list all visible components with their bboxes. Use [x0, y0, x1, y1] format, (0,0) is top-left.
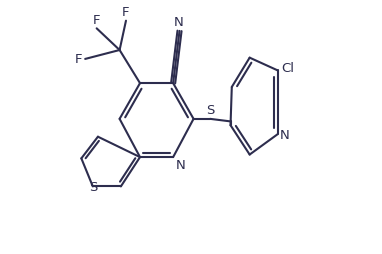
Text: F: F	[93, 14, 100, 27]
Text: S: S	[89, 180, 97, 193]
Text: Cl: Cl	[282, 62, 295, 75]
Text: N: N	[176, 159, 185, 172]
Text: S: S	[206, 104, 214, 117]
Text: F: F	[122, 6, 130, 19]
Text: N: N	[280, 128, 290, 141]
Text: F: F	[75, 53, 83, 66]
Text: N: N	[174, 16, 184, 29]
